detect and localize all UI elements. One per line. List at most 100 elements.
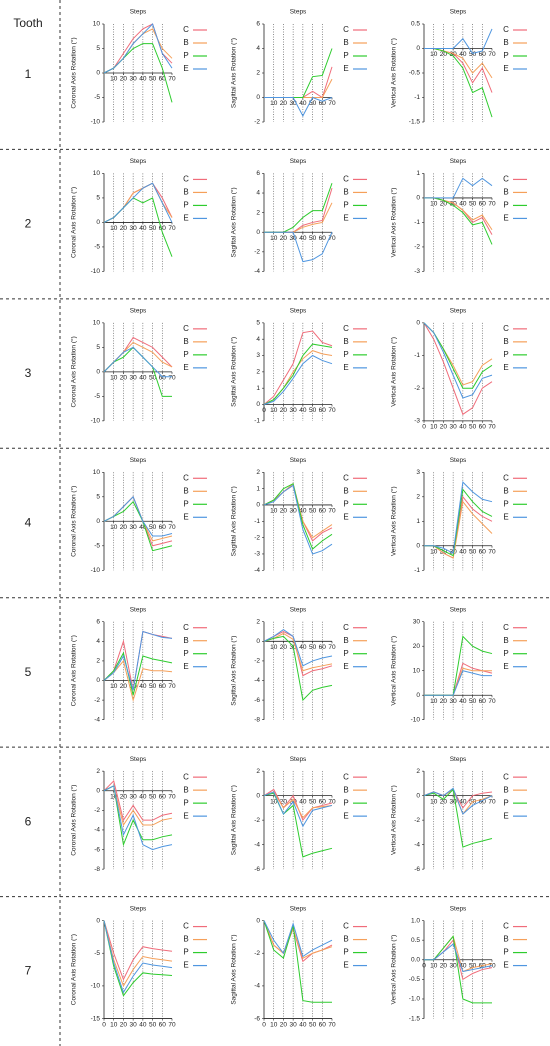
y-tick-label: 0 [416, 320, 420, 327]
x-tick-label: 70 [488, 798, 496, 805]
y-tick-label: 0 [96, 219, 100, 226]
x-tick-label: 40 [139, 76, 147, 83]
chart-title: Steps [130, 9, 147, 16]
x-tick-label: 60 [479, 698, 487, 705]
legend-label: B [343, 935, 348, 944]
x-tick-label: 30 [130, 793, 138, 800]
x-tick-label: 40 [299, 798, 307, 805]
y-tick-label: -5 [94, 393, 100, 400]
y-tick-label: -1.5 [409, 1015, 421, 1022]
legend-label: B [183, 935, 188, 944]
legend-label: P [343, 948, 348, 957]
y-tick-label: 0 [256, 94, 260, 101]
x-tick-label: 40 [459, 798, 467, 805]
y-tick-label: -4 [254, 677, 260, 684]
legend-label: E [183, 961, 188, 970]
x-tick-label: 50 [149, 225, 157, 232]
x-tick-label: 70 [488, 962, 496, 969]
legend-label: B [183, 38, 188, 47]
series-line [423, 322, 493, 399]
y-axis-label: Vertical Axis Rotation (°) [390, 486, 398, 556]
series-line [263, 482, 333, 550]
y-tick-label: 1 [416, 170, 420, 177]
y-tick-label: 4 [96, 638, 100, 645]
series-line [423, 788, 493, 848]
y-tick-label: -1 [414, 567, 420, 574]
legend-label: B [503, 785, 508, 794]
y-tick-label: -2 [414, 244, 420, 251]
y-tick-label: 2 [256, 768, 260, 775]
x-tick-label: 60 [159, 793, 167, 800]
y-tick-label: -6 [254, 866, 260, 873]
x-tick-label: 40 [299, 1021, 307, 1028]
legend-label: P [183, 201, 188, 210]
legend-label: P [503, 948, 508, 957]
x-tick-label: 60 [319, 1021, 327, 1028]
legend-label: C [343, 324, 349, 333]
x-tick-label: 60 [319, 798, 327, 805]
series-line [263, 628, 333, 667]
series-line [103, 182, 173, 223]
legend-label: C [503, 175, 509, 184]
legend-label: E [503, 512, 508, 521]
series-line [263, 484, 333, 555]
y-tick-label: 1 [416, 518, 420, 525]
y-tick-label: 0 [256, 917, 260, 924]
x-tick-label: 40 [459, 698, 467, 705]
series-line [263, 354, 333, 405]
chart-title: Steps [290, 457, 307, 464]
x-tick-label: 40 [459, 424, 467, 431]
y-tick-label: 5 [96, 195, 100, 202]
x-tick-label: 20 [440, 698, 448, 705]
x-tick-label: 30 [290, 1021, 298, 1028]
y-axis-label: Vertical Axis Rotation (°) [390, 188, 398, 258]
legend-label: E [503, 662, 508, 671]
y-axis-label: Coronal Axis Rotation (°) [70, 336, 78, 407]
x-tick-label: 20 [120, 524, 128, 531]
y-tick-label: -0.5 [409, 70, 421, 77]
y-tick-label: -1 [254, 418, 260, 425]
legend-label: C [343, 623, 349, 632]
x-tick-label: 70 [168, 76, 176, 83]
series-line [103, 495, 173, 542]
series-line [424, 28, 493, 54]
x-tick-label: 10 [270, 100, 278, 107]
legend-label: B [183, 636, 188, 645]
y-tick-label: 0 [256, 638, 260, 645]
y-tick-label: -1.5 [409, 119, 421, 126]
y-axis-label: Sagittal Axis Rotation (°) [230, 187, 238, 257]
y-tick-label: 0.5 [411, 21, 420, 28]
x-tick-label: 30 [290, 508, 298, 515]
series-line [424, 935, 492, 1004]
y-axis-label: Coronal Axis Rotation (°) [70, 37, 78, 108]
y-tick-label: -6 [254, 1015, 260, 1022]
y-tick-label: -6 [94, 846, 100, 853]
y-tick-label: -10 [91, 983, 101, 990]
y-tick-label: 0 [96, 787, 100, 794]
legend-label: P [183, 649, 188, 658]
x-tick-label: 30 [290, 235, 298, 242]
y-tick-label: 2 [416, 494, 420, 501]
tooth-label: 2 [25, 217, 32, 231]
legend-label: P [503, 51, 508, 60]
x-tick-label: 70 [328, 798, 336, 805]
legend-label: P [343, 51, 348, 60]
y-tick-label: -2 [254, 658, 260, 665]
legend-label: E [343, 363, 348, 372]
x-tick-label: 30 [450, 51, 458, 58]
series-line [103, 920, 173, 988]
x-tick-label: 60 [479, 201, 487, 208]
y-tick-label: 0 [256, 401, 260, 408]
x-tick-label: 20 [120, 225, 128, 232]
x-tick-label: 20 [440, 51, 448, 58]
y-tick-label: -0.5 [409, 976, 421, 983]
y-axis-label: Sagittal Axis Rotation (°) [230, 337, 238, 407]
legend-label: P [343, 201, 348, 210]
x-tick-label: 50 [149, 683, 157, 690]
x-tick-label: 60 [479, 424, 487, 431]
y-tick-label: 6 [256, 170, 260, 177]
y-tick-label: -2 [94, 697, 100, 704]
y-tick-label: 6 [256, 21, 260, 28]
y-tick-label: -2 [254, 119, 260, 126]
x-tick-label: 10 [110, 793, 118, 800]
